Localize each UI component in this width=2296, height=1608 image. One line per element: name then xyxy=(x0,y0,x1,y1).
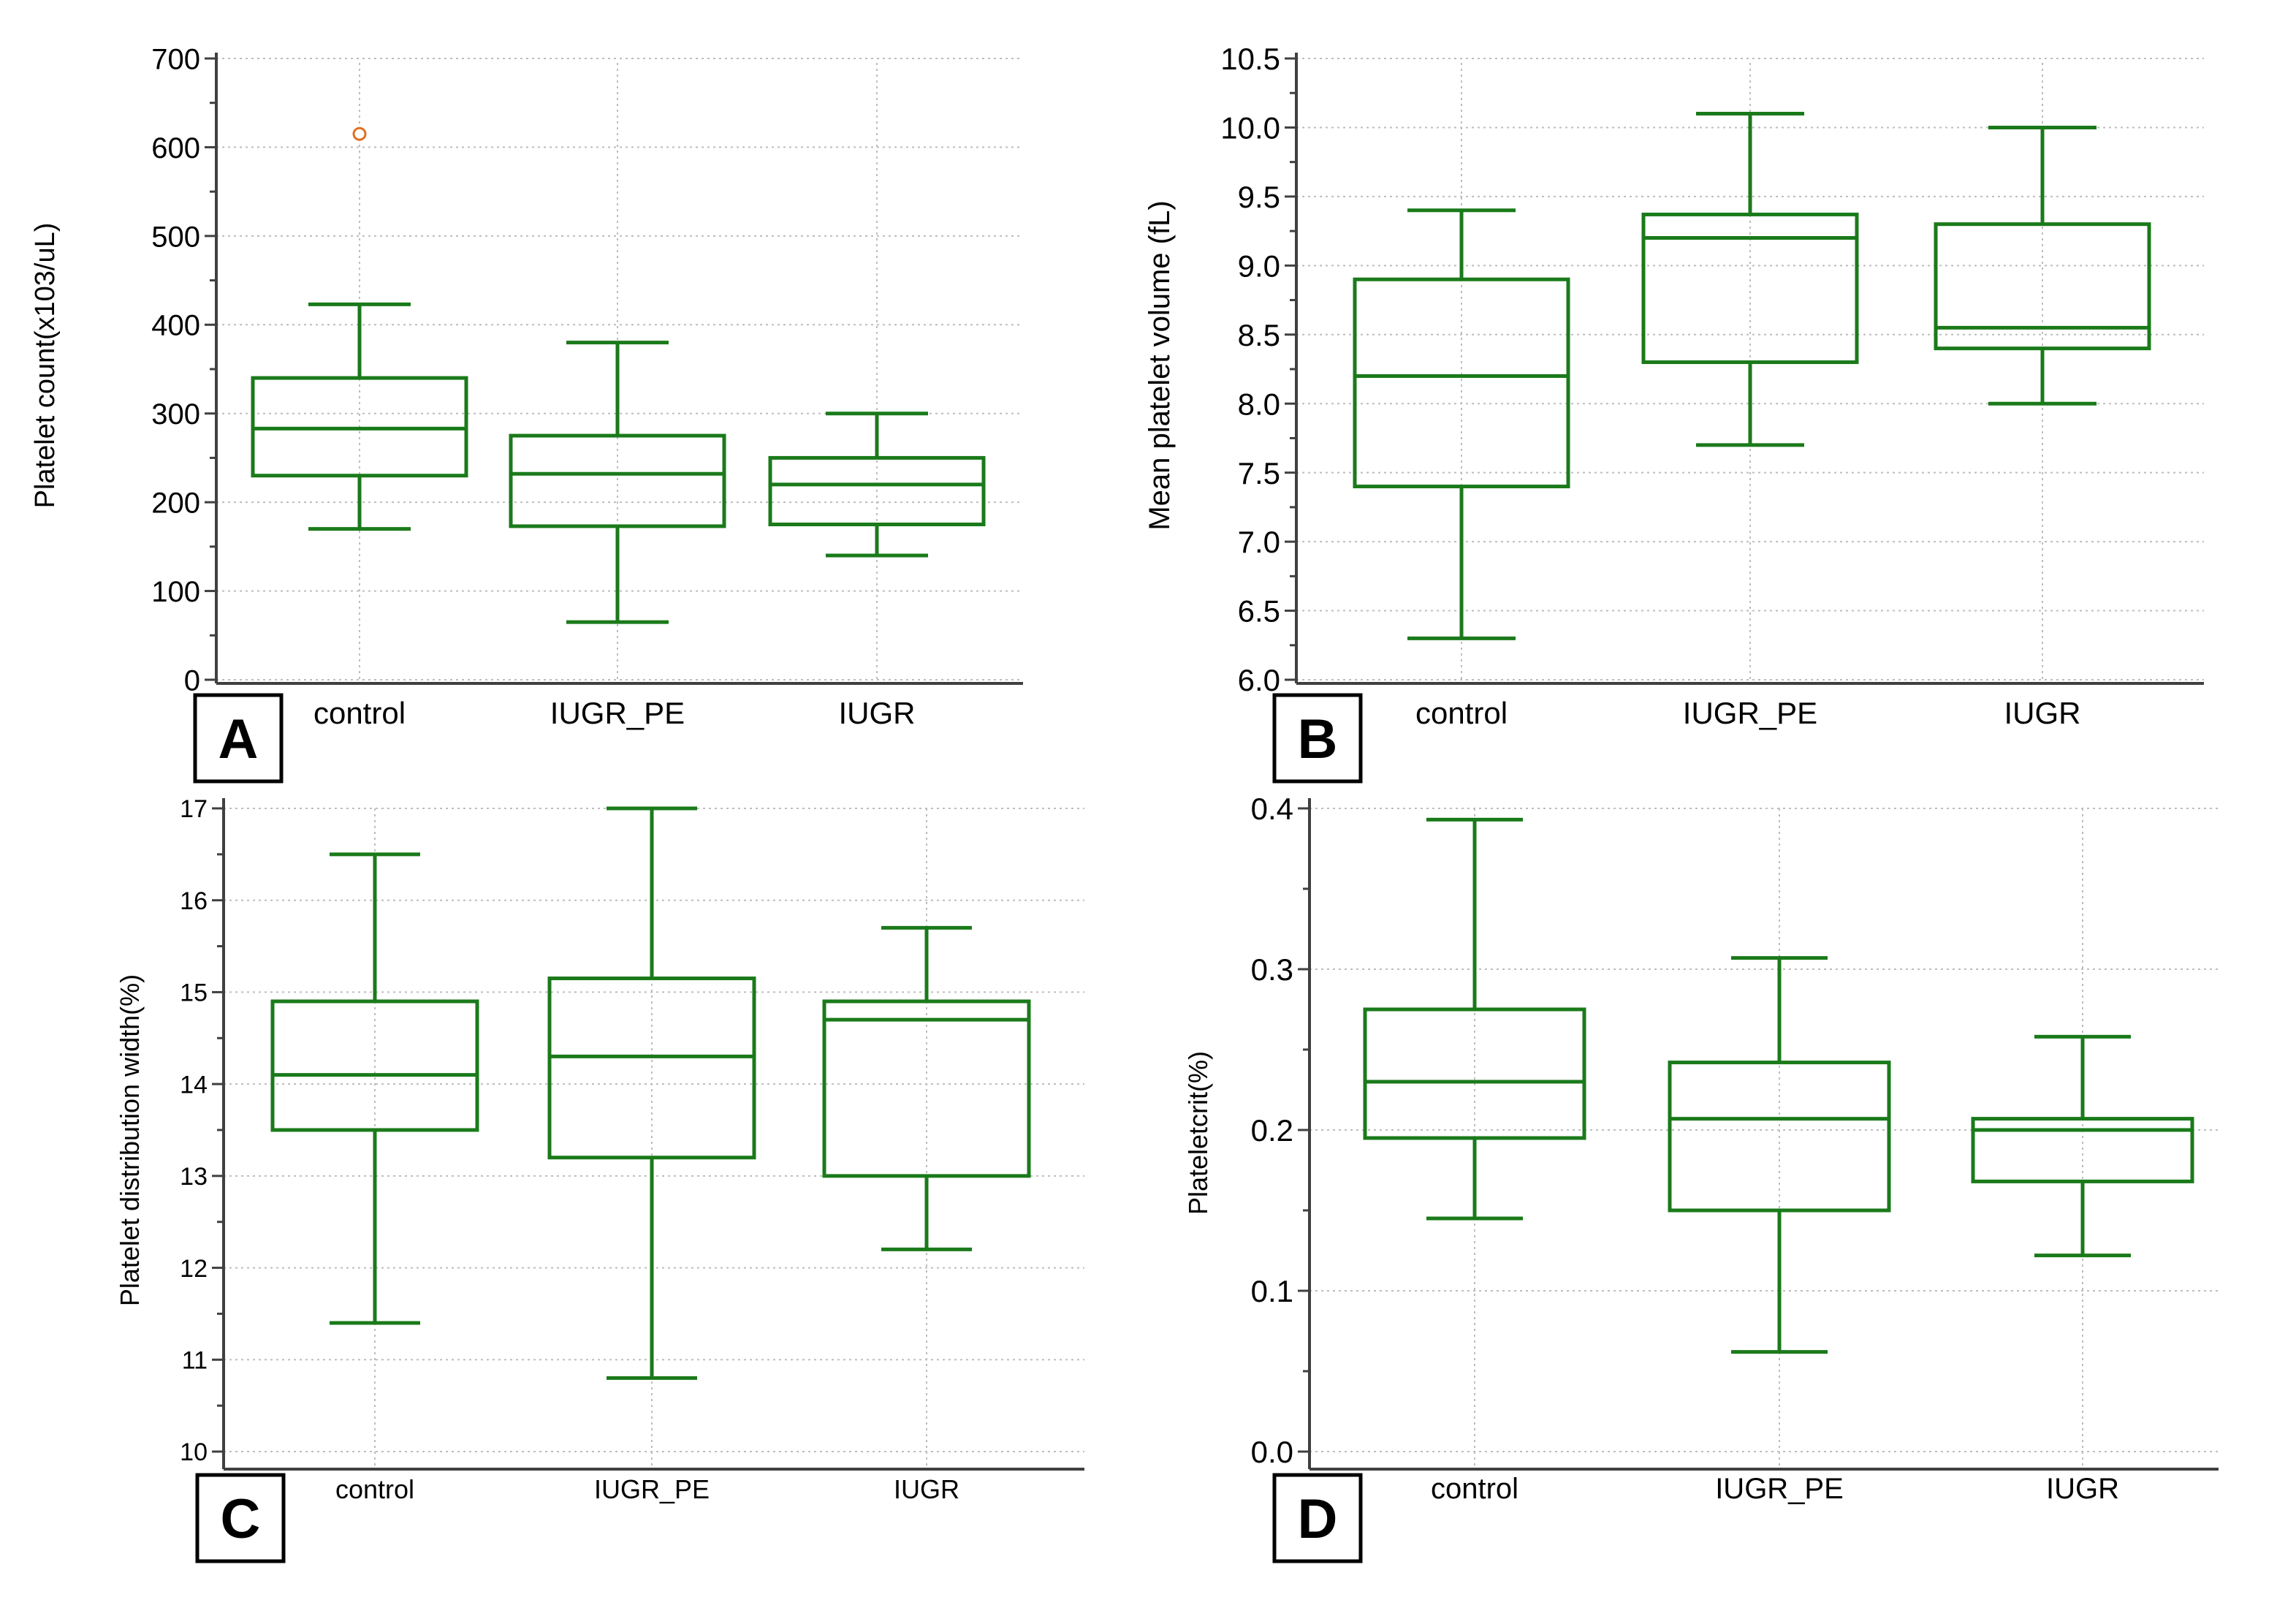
y-tick-label: 0.2 xyxy=(1251,1113,1293,1148)
y-tick-label: 600 xyxy=(151,132,200,164)
y-axis-label: Platelet distribution width(%) xyxy=(115,974,145,1306)
y-tick-label: 300 xyxy=(151,398,200,431)
y-tick-label: 7.0 xyxy=(1238,525,1280,559)
y-tick-label: 6.0 xyxy=(1238,663,1280,697)
x-tick-label: IUGR xyxy=(2046,1473,2119,1505)
x-tick-label: control xyxy=(335,1474,414,1504)
box-iqr xyxy=(509,433,726,528)
y-tick-label: 0.1 xyxy=(1251,1274,1293,1308)
panel-label-box xyxy=(1272,1473,1363,1563)
box-iqr xyxy=(1668,1061,1891,1213)
panel-label-box xyxy=(195,1473,286,1563)
x-tick-label: IUGR_PE xyxy=(550,696,685,730)
x-tick-label: control xyxy=(313,696,406,730)
y-tick-label: 13 xyxy=(180,1163,208,1191)
y-tick-label: 8.5 xyxy=(1238,318,1280,352)
panel-d-plateletcrit: 0.0 0.1 0.2 0.3 0.4 control IUGR_PE IUGR Platele… xyxy=(1183,792,2219,1563)
y-tick-label: 700 xyxy=(151,43,200,75)
box-iqr xyxy=(768,455,986,527)
y-tick-label: 9.5 xyxy=(1238,180,1280,214)
y-tick-label: 16 xyxy=(180,887,208,915)
y-tick-label: 400 xyxy=(151,310,200,342)
y-tick-label: 10.0 xyxy=(1220,111,1280,145)
y-tick-label: 17 xyxy=(180,795,208,823)
box-iqr xyxy=(547,976,756,1160)
x-tick-label: IUGR xyxy=(894,1474,959,1504)
x-tick-label: control xyxy=(1431,1473,1518,1505)
y-axis-label: Platelet count(x103/uL) xyxy=(30,223,61,509)
y-tick-label: 11 xyxy=(182,1347,208,1375)
box-iqr xyxy=(822,999,1031,1178)
outlier-point xyxy=(352,126,367,141)
y-tick-label: 14 xyxy=(180,1071,208,1099)
x-tick-label: IUGR_PE xyxy=(1683,696,1817,730)
panel-label: A xyxy=(218,708,259,770)
y-tick-label: 200 xyxy=(151,488,200,520)
y-tick-label: 8.0 xyxy=(1238,387,1280,421)
y-tick-label: 0 xyxy=(184,664,200,697)
box-iqr xyxy=(1971,1117,2194,1183)
y-tick-label: 9.0 xyxy=(1238,249,1280,283)
x-tick-label: IUGR_PE xyxy=(594,1474,710,1504)
panel-a-platelet-count: 0 100 200 300 400 500 600 700 control IUGR_PE IUGR… xyxy=(30,43,1023,784)
box-iqr xyxy=(1934,222,2151,351)
y-tick-label: 0.0 xyxy=(1251,1435,1293,1469)
box-iqr xyxy=(270,999,479,1132)
panel-label: B xyxy=(1298,708,1338,770)
panel-label: D xyxy=(1298,1488,1338,1550)
box-iqr xyxy=(1363,1007,1586,1140)
panel-label-box xyxy=(1272,693,1363,784)
box-iqr xyxy=(1641,212,1859,365)
x-tick-label: IUGR xyxy=(2004,696,2081,730)
y-axis-label: Plateletcrit(%) xyxy=(1183,1051,1213,1215)
x-tick-label: IUGR_PE xyxy=(1715,1473,1844,1505)
y-tick-label: 500 xyxy=(151,221,200,253)
panel-c-platelet-distribution-width: 10 11 12 13 14 15 16 17 control IUGR_PE IUGR Platel… xyxy=(115,795,1084,1563)
box-iqr xyxy=(1353,277,1570,489)
y-tick-label: 100 xyxy=(151,576,200,608)
panel-label-box xyxy=(193,693,284,784)
y-tick-label: 0.4 xyxy=(1251,792,1293,826)
y-tick-label: 0.3 xyxy=(1251,952,1293,987)
panel-label: C xyxy=(221,1488,261,1550)
y-tick-label: 6.5 xyxy=(1238,594,1280,629)
x-tick-label: control xyxy=(1415,696,1508,730)
panel-b-mean-platelet-volume: 6.0 6.5 7.0 7.5 8.0 8.5 9.0 9.5 10.0 10.5 control I… xyxy=(1144,42,2204,784)
y-tick-label: 10 xyxy=(180,1438,208,1466)
y-tick-label: 12 xyxy=(180,1255,208,1283)
x-tick-label: IUGR xyxy=(839,696,916,730)
y-tick-label: 7.5 xyxy=(1238,456,1280,490)
y-tick-label: 15 xyxy=(180,979,208,1007)
y-tick-label: 10.5 xyxy=(1220,42,1280,76)
y-axis-label: Mean platelet volume (fL) xyxy=(1144,200,1176,530)
